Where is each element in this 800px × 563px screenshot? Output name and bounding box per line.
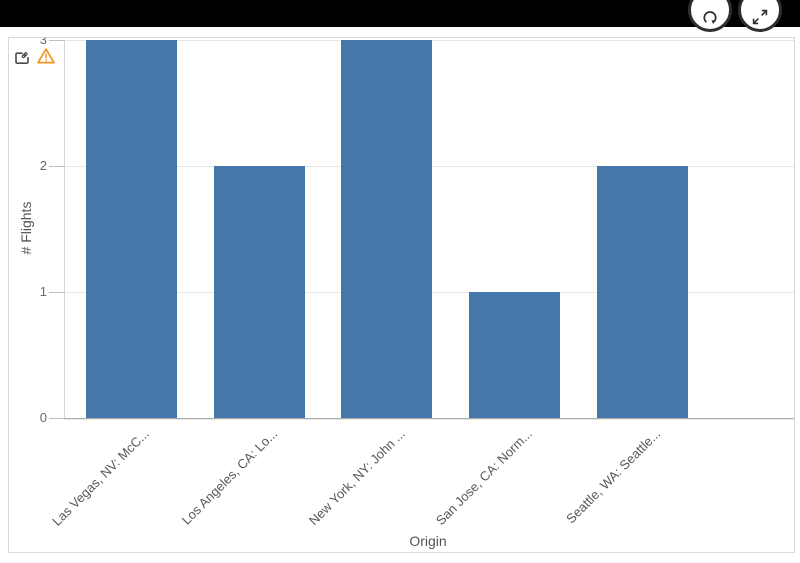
bar[interactable] <box>86 40 177 418</box>
y-axis-tick <box>49 292 64 293</box>
shared-object-indicator[interactable] <box>14 50 30 70</box>
y-axis-tick <box>49 40 64 41</box>
top-black-bar <box>0 0 800 27</box>
x-axis-category-label[interactable]: Las Vegas, NV: McC... <box>49 426 153 529</box>
bar[interactable] <box>213 166 305 418</box>
x-axis-title: Origin <box>409 533 447 549</box>
x-axis-category-label[interactable]: Seattle, WA: Seattle... <box>562 426 663 527</box>
y-axis-tick-label: 0 <box>39 410 47 425</box>
bar-chart-plot-area: 0 1 2 3 Las Vegas, NV: McC... Los Angeles, CA… <box>9 38 794 552</box>
y-axis-line <box>64 40 65 419</box>
y-axis-tick-label: 3 <box>39 37 47 47</box>
bar[interactable] <box>469 292 561 418</box>
x-axis-line <box>64 418 794 419</box>
bar[interactable] <box>596 166 688 418</box>
y-axis-tick <box>49 166 64 167</box>
warning-indicator[interactable] <box>36 47 56 70</box>
y-axis-tick-label: 1 <box>39 284 47 299</box>
y-axis-tick <box>49 418 64 419</box>
expand-button[interactable] <box>738 0 782 32</box>
refresh-button[interactable] <box>688 0 732 32</box>
warning-triangle-icon <box>36 48 56 69</box>
y-axis-tick-label: 2 <box>39 158 47 173</box>
y-axis-title: # Flights <box>18 201 34 255</box>
bar[interactable] <box>341 40 433 418</box>
x-axis-category-label[interactable]: Los Angeles, CA: Lo... <box>178 426 280 528</box>
x-axis-category-label[interactable]: New York, NY: John ... <box>305 426 408 529</box>
x-axis-category-label[interactable]: San Jose, CA: Norm... <box>433 426 536 529</box>
chart-panel: 0 1 2 3 Las Vegas, NV: McC... Los Angeles, CA… <box>8 37 795 553</box>
screen-link-icon <box>14 52 30 69</box>
